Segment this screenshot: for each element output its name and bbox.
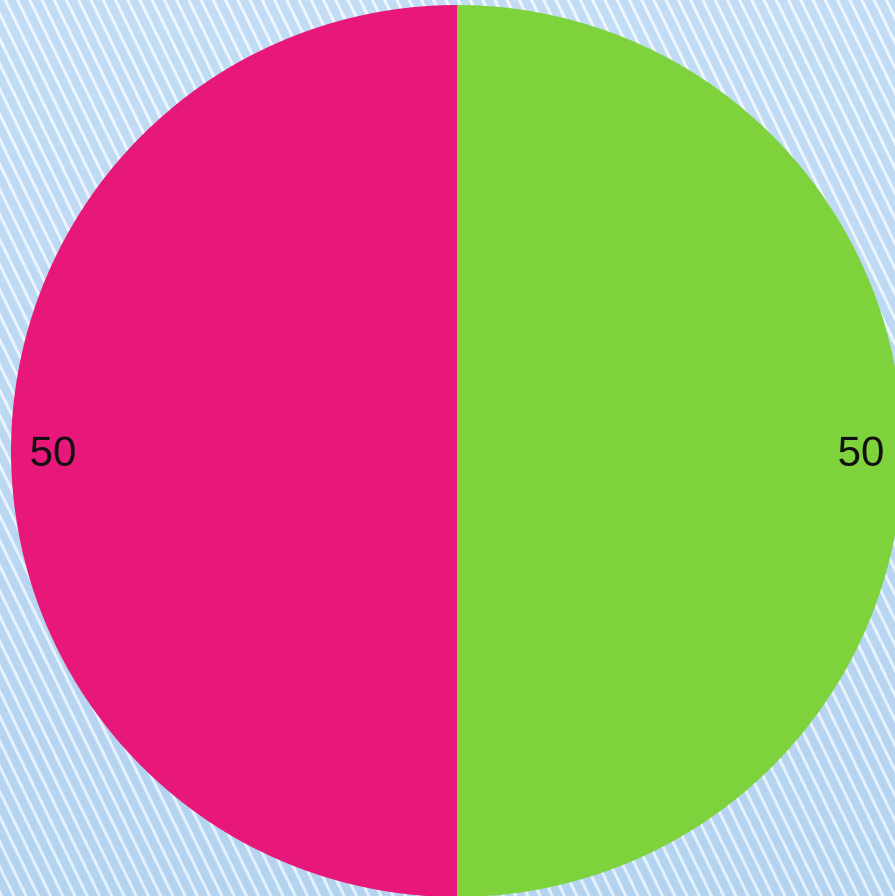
pie-slice-0 (457, 5, 895, 896)
pie-slice-label-1: 50 (30, 428, 77, 475)
pie-slices (11, 5, 895, 896)
pie-labels: 50 50 (30, 428, 885, 475)
pie-slice-1 (11, 5, 457, 896)
pie-slice-label-0: 50 (838, 428, 885, 475)
